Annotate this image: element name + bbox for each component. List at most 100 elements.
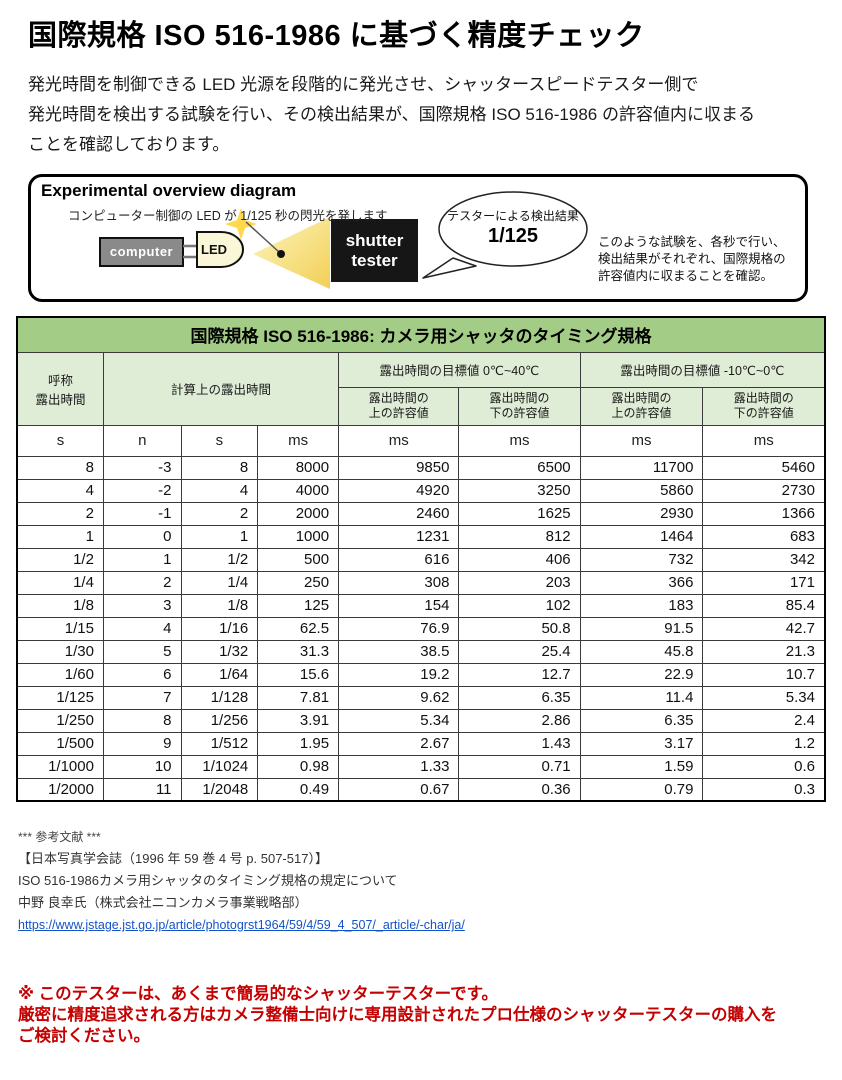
table-cell: 8 (102, 708, 182, 733)
table-cell: 9 (102, 731, 182, 756)
table-cell: 9.62 (338, 685, 460, 710)
intro-paragraph: 発光時間を制御できる LED 光源を段階的に発光させ、シャッタースピードテスター… (28, 70, 826, 160)
unit-cell: s (16, 424, 104, 457)
table-cell: 42.7 (702, 616, 826, 641)
led-label: LED (201, 242, 227, 257)
table-row: 1/125 7 1/128 7.81 9.62 6.35 11.4 5.34 (16, 685, 826, 710)
table-cell: 6 (102, 662, 182, 687)
table-cell: 8 (180, 455, 259, 480)
warning-text: ※ このテスターは、あくまで簡易的なシャッターテスターです。 厳密に精度追求され… (18, 984, 826, 1047)
table-cell: 0.6 (702, 754, 826, 779)
table-cell: 4000 (257, 478, 340, 503)
table-cell: 102 (458, 593, 581, 618)
table-cell: 4 (102, 616, 182, 641)
table-cell: 12.7 (458, 662, 581, 687)
table-cell: 76.9 (338, 616, 460, 641)
table-cell: 2.86 (458, 708, 581, 733)
intro-line: 発光時間を検出する試験を行い、その検出結果が、国際規格 ISO 516-1986… (28, 105, 755, 124)
table-cell: 1/15 (16, 616, 104, 641)
col-group-target-minus10-0: 露出時間の目標値 -10℃~0℃ (579, 351, 826, 388)
table-cell: 1/4 (180, 570, 259, 595)
iso-timing-table: 国際規格 ISO 516-1986: カメラ用シャッタのタイミング規格 呼称 露… (16, 316, 826, 802)
table-row: 1/2 1 1/2 500 616 406 732 342 (16, 547, 826, 572)
table-cell: 1.43 (458, 731, 581, 756)
table-cell: 1/2048 (180, 777, 259, 802)
table-cell: 11.4 (579, 685, 704, 710)
unit-cell: ms (702, 424, 826, 457)
table-cell: 0.71 (458, 754, 581, 779)
table-cell: 5860 (579, 478, 704, 503)
table-cell: 1/30 (16, 639, 104, 664)
table-cell: 683 (702, 524, 826, 549)
table-cell: 4 (16, 478, 104, 503)
table-cell: 21.3 (702, 639, 826, 664)
table-cell: 0.3 (702, 777, 826, 802)
table-cell: 1/16 (180, 616, 259, 641)
table-cell: 0 (102, 524, 182, 549)
unit-cell: ms (257, 424, 340, 457)
table-cell: 45.8 (579, 639, 704, 664)
table-cell: 3 (102, 593, 182, 618)
table-cell: 9850 (338, 455, 460, 480)
table-row: 1/2000 11 1/2048 0.49 0.67 0.36 0.79 0.3 (16, 777, 826, 802)
col-header-lower-tolerance: 露出時間の 下の許容値 (702, 386, 826, 426)
table-row: 1/60 6 1/64 15.6 19.2 12.7 22.9 10.7 (16, 662, 826, 687)
table-cell: 5.34 (338, 708, 460, 733)
table-cell: 1.95 (257, 731, 340, 756)
table-row: 1/30 5 1/32 31.3 38.5 25.4 45.8 21.3 (16, 639, 826, 664)
table-cell: 732 (579, 547, 704, 572)
table-cell: 1/2 (180, 547, 259, 572)
table-cell: 1/60 (16, 662, 104, 687)
table-cell: 616 (338, 547, 460, 572)
table-cell: 3.91 (257, 708, 340, 733)
table-cell: 2 (102, 570, 182, 595)
table-cell: 250 (257, 570, 340, 595)
table-cell: -3 (102, 455, 182, 480)
table-cell: 7 (102, 685, 182, 710)
col-header-nominal-time: 呼称 露出時間 (16, 351, 104, 426)
table-row: 8 -3 8 8000 9850 6500 11700 5460 (16, 455, 826, 480)
table-cell: 1231 (338, 524, 460, 549)
table-cell: -1 (102, 501, 182, 526)
table-cell: 4 (180, 478, 259, 503)
table-cell: 1000 (257, 524, 340, 549)
table-row: 1 0 1 1000 1231 812 1464 683 (16, 524, 826, 549)
warning-line: ご検討ください。 (18, 1027, 150, 1045)
shutter-tester-label: shutter tester (345, 230, 404, 270)
table-cell: 1 (102, 547, 182, 572)
reference-link[interactable]: https://www.jstage.jst.go.jp/article/pho… (18, 918, 465, 932)
table-cell: 5460 (702, 455, 826, 480)
table-cell: 1 (180, 524, 259, 549)
table-row: 1/500 9 1/512 1.95 2.67 1.43 3.17 1.2 (16, 731, 826, 756)
reference-article-title: ISO 516-1986カメラ用シャッタのタイミング規格の規定について (18, 873, 398, 888)
table-cell: 1.33 (338, 754, 460, 779)
table-cell: 4920 (338, 478, 460, 503)
reference-author: 中野 良幸氏（株式会社ニコンカメラ事業戦略部） (18, 895, 308, 910)
speech-bubble-tail (422, 257, 477, 279)
table-cell: 2 (180, 501, 259, 526)
table-cell: 1/8 (16, 593, 104, 618)
table-cell: 2730 (702, 478, 826, 503)
table-row: 4 -2 4 4000 4920 3250 5860 2730 (16, 478, 826, 503)
table-cell: 62.5 (257, 616, 340, 641)
col-header-lower-tolerance: 露出時間の 下の許容値 (458, 386, 581, 426)
table-cell: 0.36 (458, 777, 581, 802)
diagram-graphics (99, 191, 588, 289)
diagram-title: Experimental overview diagram (41, 181, 297, 200)
table-cell: 406 (458, 547, 581, 572)
table-cell: 6.35 (458, 685, 581, 710)
unit-cell: ms (458, 424, 581, 457)
table-cell: 1/2000 (16, 777, 104, 802)
table-cell: 366 (579, 570, 704, 595)
table-row: 1/1000 10 1/1024 0.98 1.33 0.71 1.59 0.6 (16, 754, 826, 779)
table-cell: 22.9 (579, 662, 704, 687)
table-cell: 500 (257, 547, 340, 572)
flash-dot (277, 250, 285, 258)
table-cell: 5 (102, 639, 182, 664)
unit-cell: ms (579, 424, 704, 457)
references-marker: *** 参考文献 *** (18, 830, 101, 844)
table-cell: 85.4 (702, 593, 826, 618)
table-cell: 1/64 (180, 662, 259, 687)
table-cell: 308 (338, 570, 460, 595)
page-title: 国際規格 ISO 516-1986 に基づく精度チェック (28, 20, 645, 52)
